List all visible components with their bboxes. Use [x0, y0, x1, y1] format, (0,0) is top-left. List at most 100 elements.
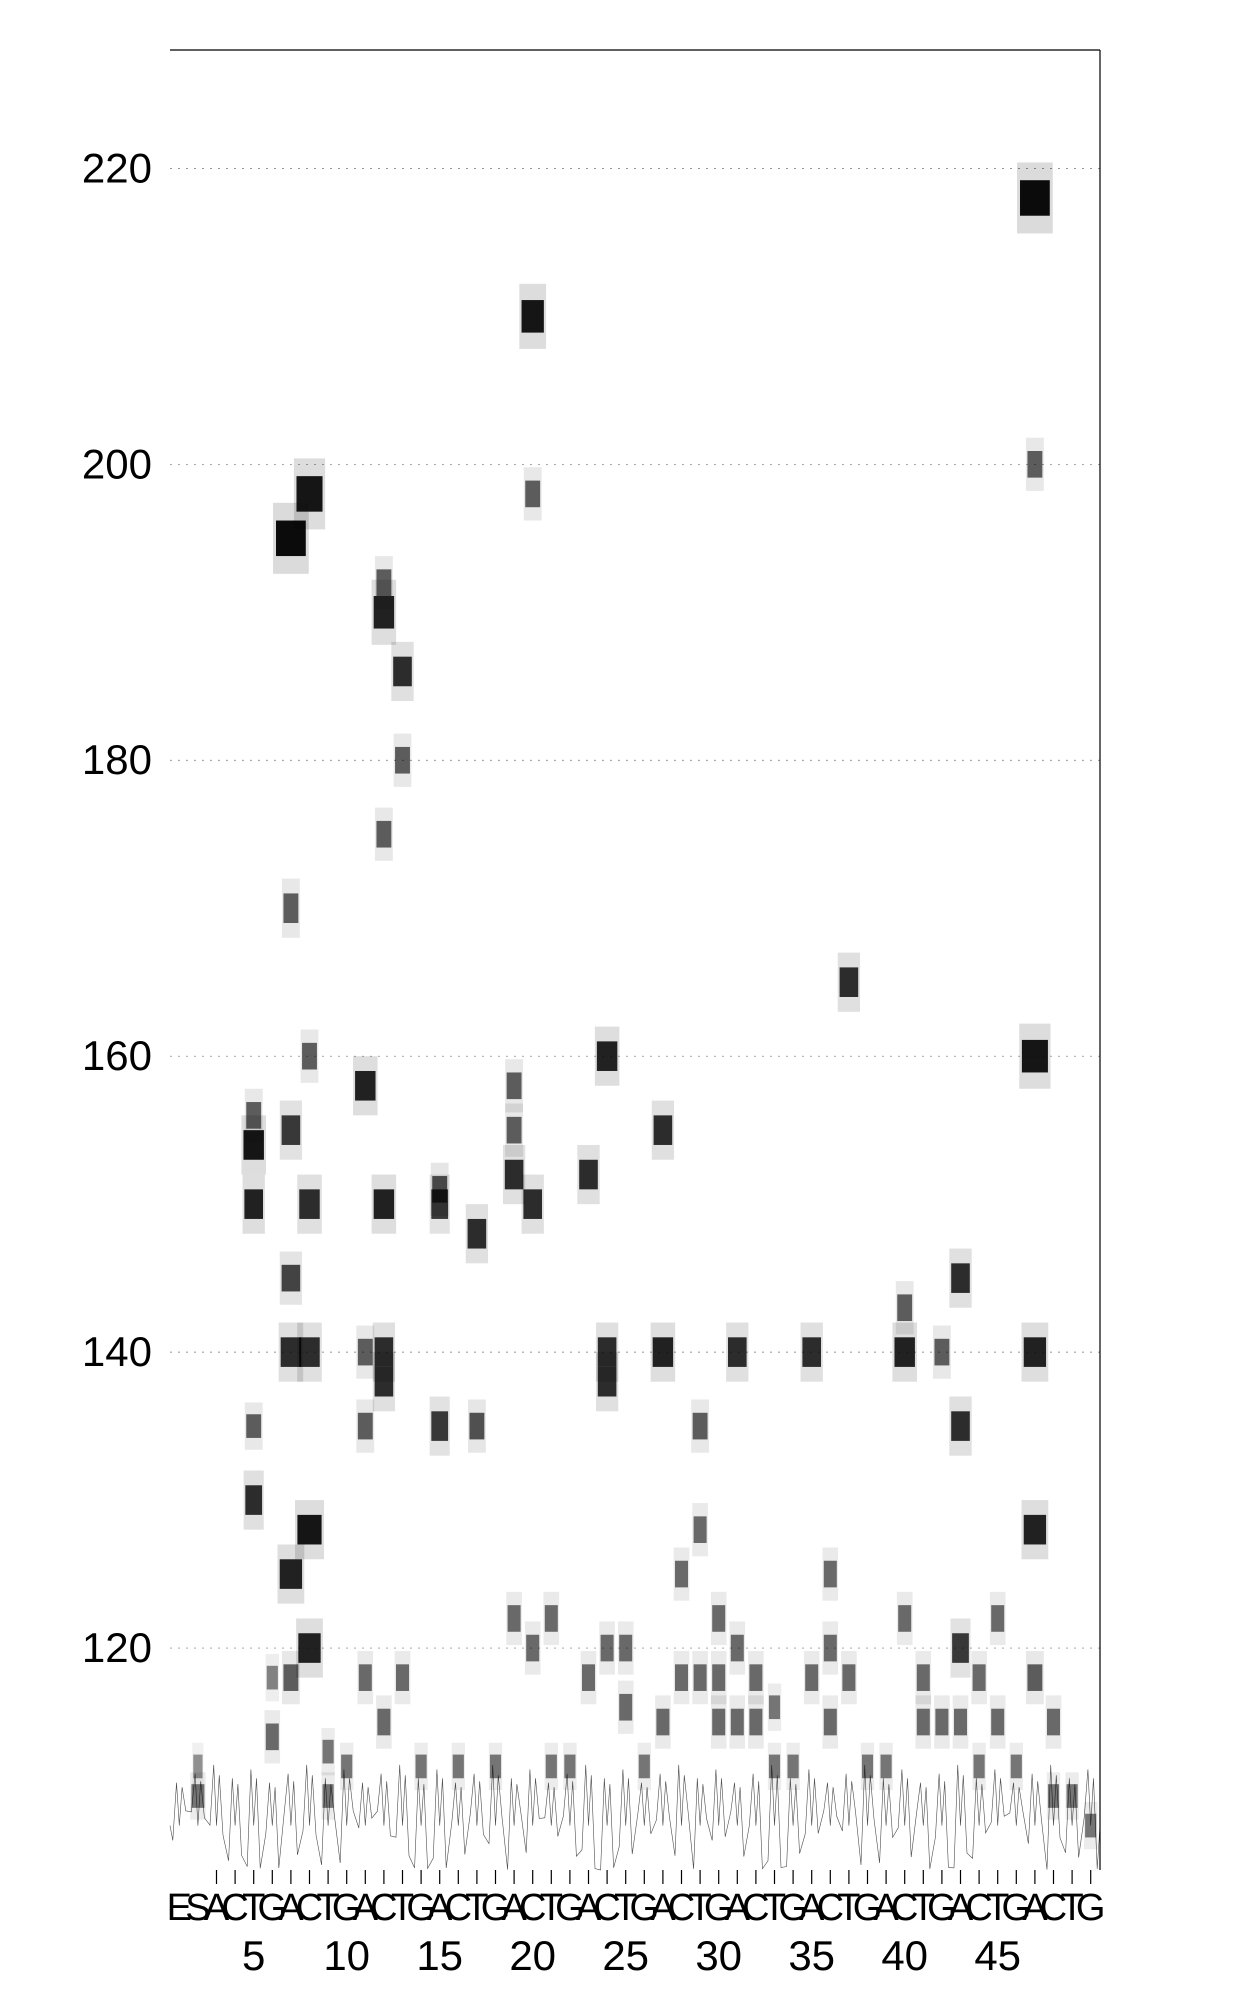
band-smear: [729, 1621, 745, 1674]
band-smear: [652, 1101, 674, 1160]
band-smear: [522, 1175, 544, 1234]
band-smear: [838, 953, 860, 1012]
band-smear: [244, 1470, 264, 1529]
band-smear: [1022, 1323, 1049, 1382]
band-smear: [934, 1695, 950, 1748]
band-smear: [1084, 1802, 1097, 1849]
band-smear: [563, 1743, 576, 1790]
band-smear: [933, 1325, 951, 1378]
band-smear: [353, 1056, 378, 1115]
band-smear: [711, 1592, 727, 1645]
band-smear: [295, 1500, 324, 1559]
band-smear: [990, 1592, 1006, 1645]
band-smear: [245, 1089, 263, 1142]
lane-number: 35: [788, 1932, 835, 1979]
band-smear: [301, 1030, 319, 1083]
lane-number: 5: [242, 1932, 265, 1979]
baseline-trace: [170, 1765, 1100, 1870]
band-smear: [971, 1651, 987, 1704]
band-smear: [841, 1651, 857, 1704]
band-smear: [599, 1621, 615, 1674]
band-smear: [879, 1743, 892, 1790]
band-smear: [296, 1618, 323, 1677]
band-smear: [245, 1402, 263, 1449]
band-smear: [651, 1323, 676, 1382]
y-tick-label: 160: [82, 1032, 152, 1079]
band-smear: [430, 1397, 450, 1456]
band-smear: [595, 1027, 620, 1086]
band-smear: [577, 1145, 599, 1204]
band-smear: [321, 1728, 334, 1775]
band-smear: [691, 1399, 709, 1452]
band-smear: [297, 1323, 322, 1382]
band-smear: [692, 1651, 708, 1704]
band-smear: [953, 1695, 969, 1748]
band-smear: [1047, 1772, 1060, 1819]
lane-number: 10: [323, 1932, 370, 1979]
band-smear: [373, 1323, 395, 1382]
band-smear: [340, 1743, 353, 1790]
band-smear: [1026, 1651, 1044, 1704]
band-smear: [294, 458, 325, 529]
band-smear: [822, 1695, 838, 1748]
band-smear: [1065, 1772, 1078, 1819]
lane-number: 45: [974, 1932, 1021, 1979]
band-smear: [468, 1399, 486, 1452]
band-smear: [1026, 438, 1044, 491]
band-smear: [949, 1249, 971, 1308]
y-tick-label: 120: [82, 1624, 152, 1671]
lane-number: 30: [695, 1932, 742, 1979]
band-smear: [264, 1710, 280, 1763]
y-tick-label: 200: [82, 440, 152, 487]
band-smear: [375, 556, 393, 609]
band-smear: [525, 1621, 541, 1674]
band-smear: [822, 1547, 838, 1600]
band-smear: [280, 1101, 302, 1160]
band-smear: [519, 284, 546, 349]
band-smear: [729, 1695, 745, 1748]
band-smear: [822, 1621, 838, 1674]
chart-svg: 120140160180200220ESACT5GACTG10ACTGA15CT…: [0, 0, 1240, 2010]
band-smear: [395, 1651, 411, 1704]
band-smear: [674, 1651, 690, 1704]
lane-number: 25: [602, 1932, 649, 1979]
lane-letter: G: [1076, 1887, 1106, 1929]
band-smear: [748, 1651, 764, 1704]
band-smear: [280, 1251, 302, 1304]
band-smear: [726, 1323, 748, 1382]
band-smear: [674, 1547, 690, 1600]
band-smear: [596, 1323, 618, 1382]
band-smear: [972, 1743, 985, 1790]
y-tick-label: 140: [82, 1328, 152, 1375]
band-smear: [915, 1651, 931, 1704]
band-smear: [545, 1743, 558, 1790]
band-smear: [768, 1684, 781, 1731]
band-smear: [618, 1681, 634, 1734]
lane-number: 20: [509, 1932, 556, 1979]
band-smear: [581, 1651, 597, 1704]
band-smear: [282, 879, 300, 938]
band-smear: [506, 1592, 522, 1645]
band-smear: [1046, 1695, 1062, 1748]
band-smear: [618, 1621, 634, 1674]
y-tick-label: 180: [82, 736, 152, 783]
band-smear: [692, 1503, 708, 1556]
band-smear: [638, 1743, 651, 1790]
band-smear: [266, 1654, 279, 1701]
band-smear: [897, 1592, 913, 1645]
band-smear: [711, 1651, 727, 1704]
lane-number: 15: [416, 1932, 463, 1979]
band-smear: [655, 1695, 671, 1748]
band-smear: [768, 1743, 781, 1790]
band-smear: [801, 1323, 823, 1382]
band-smear: [489, 1743, 502, 1790]
band-smear: [786, 1743, 799, 1790]
band-smear: [524, 467, 542, 520]
band-smear: [804, 1651, 820, 1704]
band-smear: [394, 734, 412, 787]
band-smear: [896, 1281, 914, 1334]
band-smear: [861, 1743, 874, 1790]
band-smear: [391, 642, 413, 701]
band-smear: [357, 1651, 373, 1704]
band-smear: [431, 1163, 449, 1216]
